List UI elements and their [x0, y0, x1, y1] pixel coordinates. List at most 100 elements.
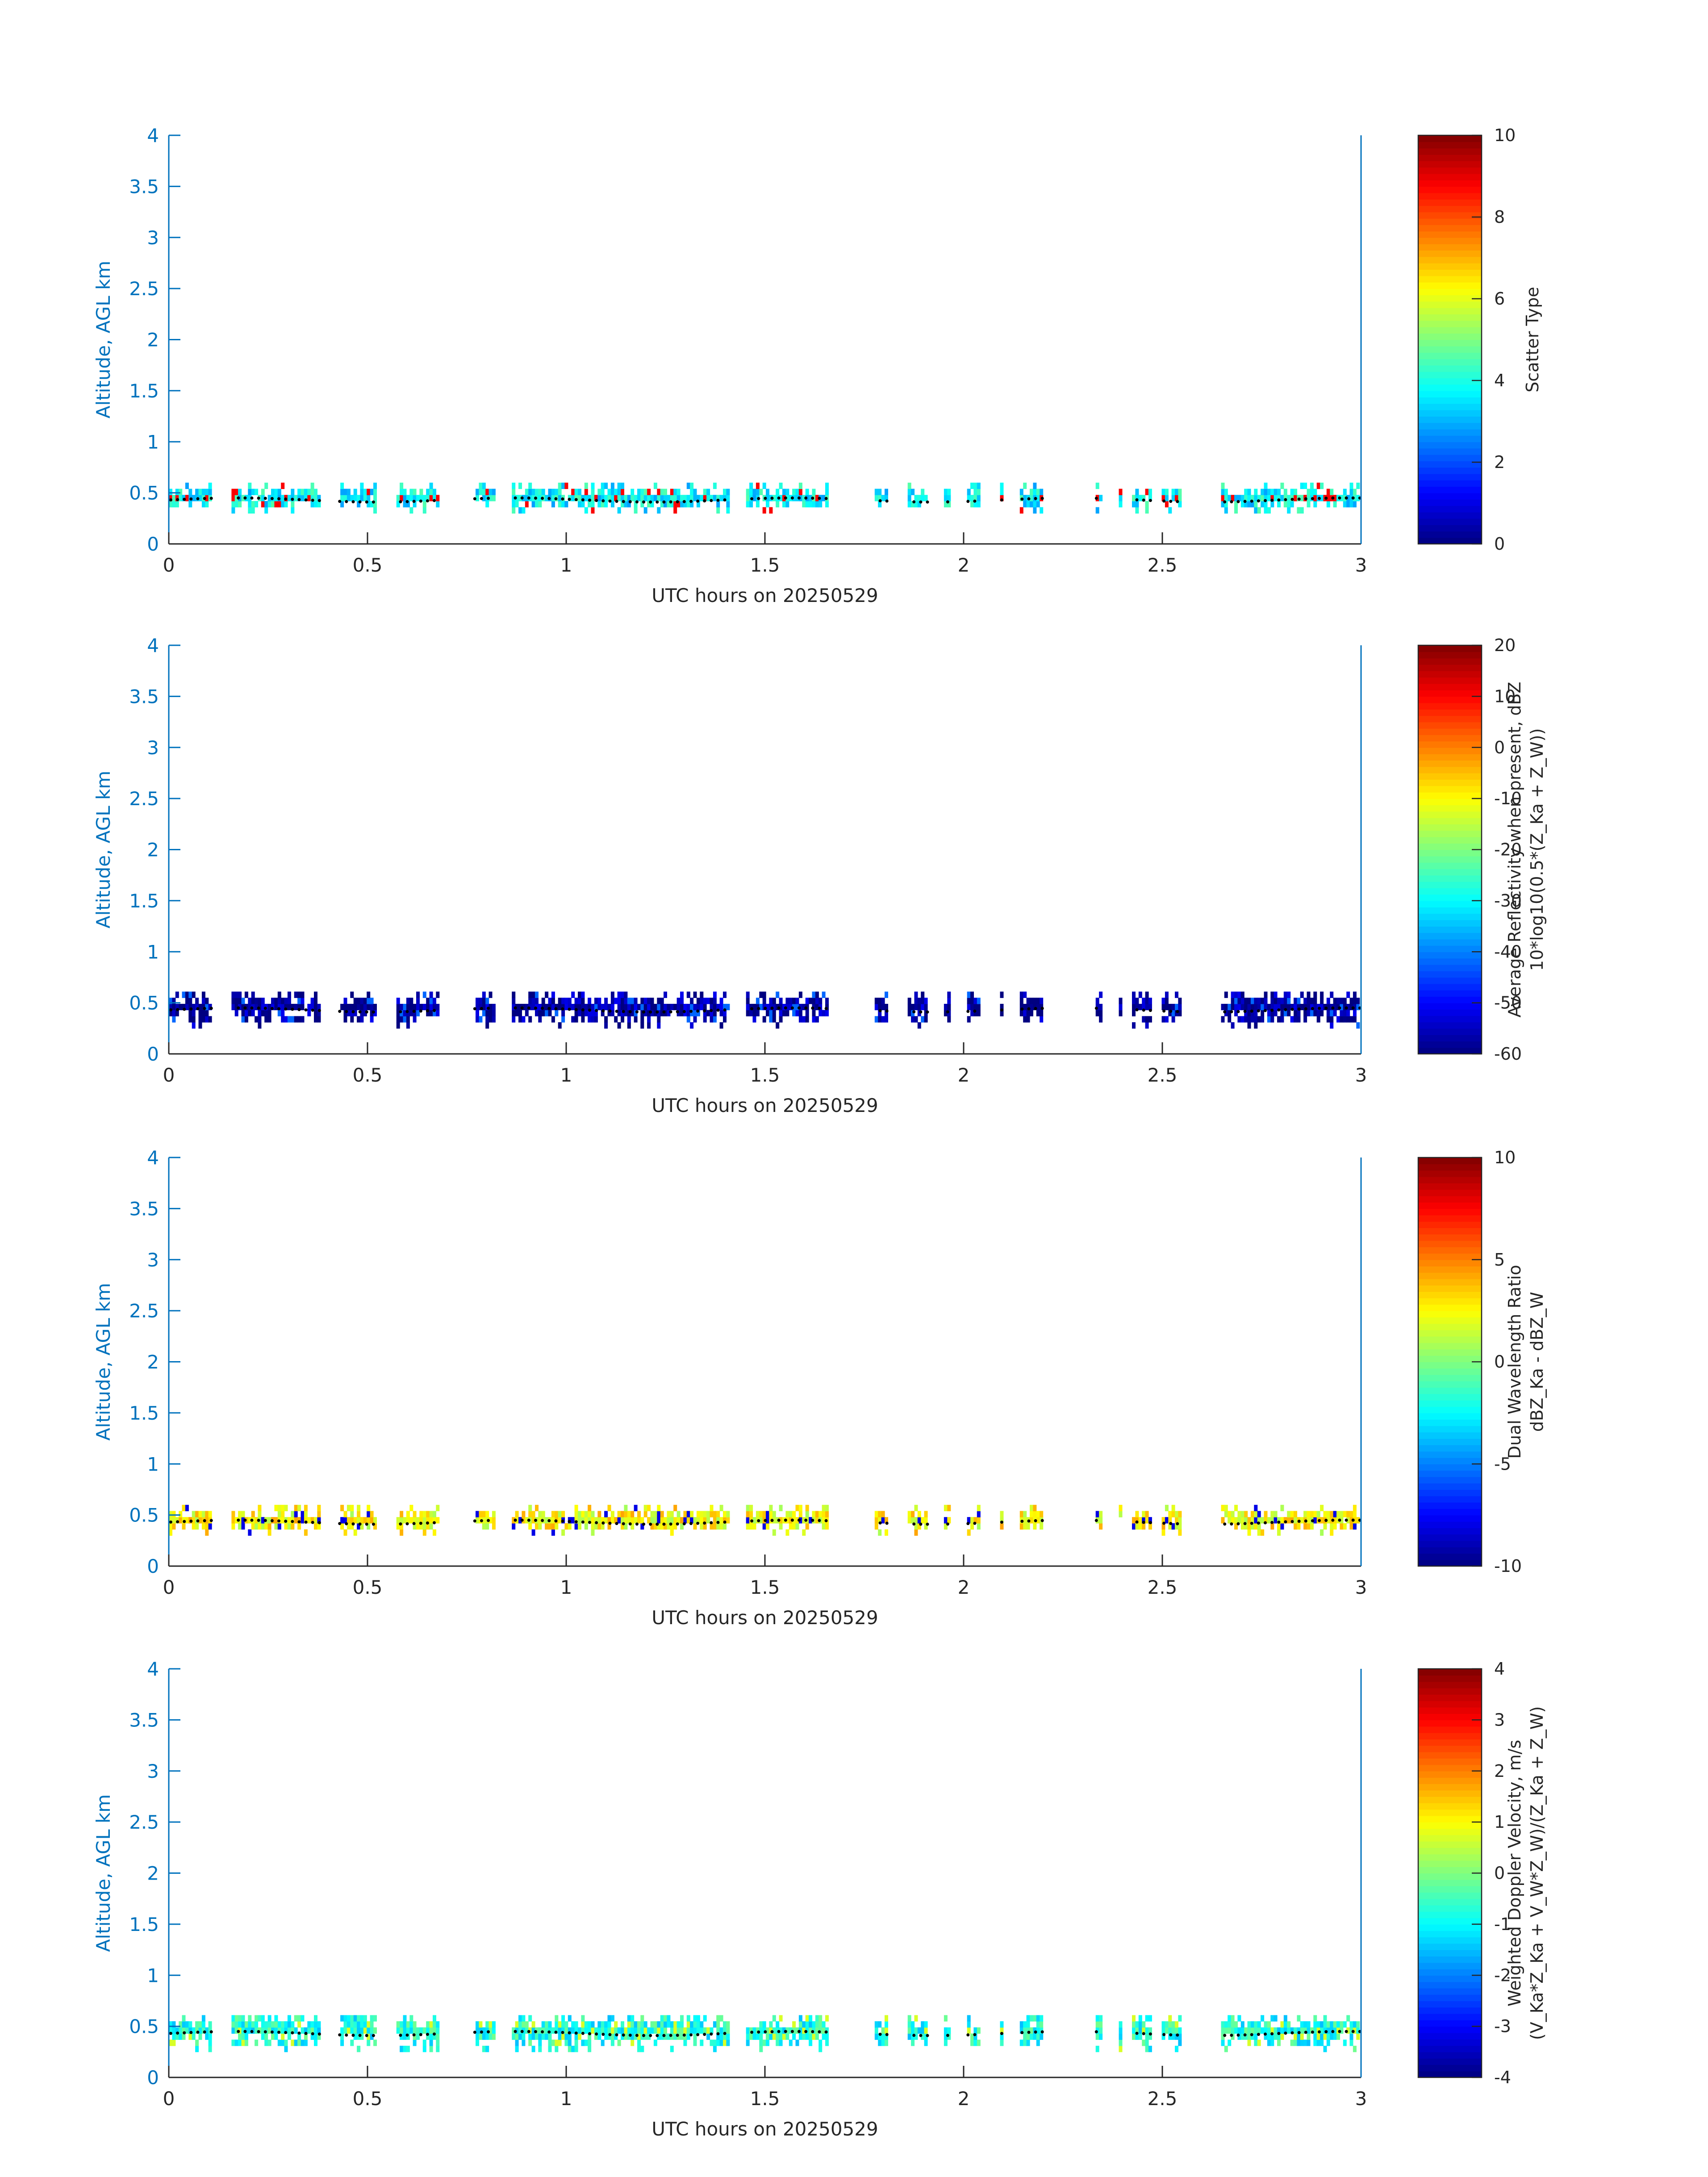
heatmap-cell	[650, 1010, 654, 1016]
heatmap-cell	[1019, 1523, 1023, 1530]
retrieval-marker	[770, 497, 774, 500]
heatmap-cell	[667, 1511, 671, 1517]
retrieval-marker	[1094, 1519, 1098, 1522]
heatmap-cell	[885, 991, 888, 998]
heatmap-cell	[479, 998, 483, 1004]
heatmap-cell	[581, 495, 585, 501]
heatmap-cell	[281, 2039, 285, 2046]
colorbar-swatch	[1418, 1035, 1482, 1042]
heatmap-cell	[874, 495, 878, 501]
x-tick-label: 0.5	[353, 1064, 383, 1086]
heatmap-cell	[653, 2027, 657, 2034]
heatmap-cell	[406, 1003, 410, 1011]
colorbar-swatch	[1418, 1381, 1482, 1388]
heatmap-cell	[172, 1511, 176, 1517]
heatmap-cell	[746, 1511, 750, 1517]
heatmap-cell	[564, 482, 568, 489]
retrieval-marker	[723, 498, 727, 501]
retrieval-marker	[1243, 2033, 1247, 2037]
heatmap-cell	[350, 1517, 354, 1524]
heatmap-cell	[261, 495, 265, 501]
heatmap-cell	[353, 489, 357, 495]
heatmap-cell	[343, 489, 347, 495]
heatmap-cell	[914, 2033, 918, 2040]
heatmap-cell	[643, 998, 647, 1004]
heatmap-cell	[819, 2015, 823, 2022]
heatmap-cell	[759, 2046, 763, 2052]
heatmap-cell	[664, 991, 667, 998]
heatmap-cell	[205, 998, 209, 1004]
heatmap-cell	[713, 482, 717, 489]
heatmap-cell	[634, 1504, 638, 1512]
colorbar-swatch	[1418, 919, 1482, 927]
heatmap-cell	[1132, 1010, 1136, 1016]
heatmap-cell	[805, 501, 809, 508]
heatmap-cell	[1274, 495, 1278, 501]
heatmap-cell	[591, 1511, 595, 1517]
heatmap-cell	[1333, 1511, 1337, 1517]
heatmap-cell	[307, 2021, 311, 2028]
heatmap-cell	[973, 2033, 977, 2040]
heatmap-cell	[1138, 1517, 1142, 1524]
colorbar-tick-label: 0	[1494, 1864, 1505, 1883]
heatmap-cell	[512, 495, 516, 501]
heatmap-cell	[798, 1016, 802, 1023]
heatmap-cell	[637, 2033, 641, 2040]
heatmap-cell	[1033, 2015, 1037, 2022]
colorbar-swatch	[1418, 1745, 1482, 1752]
heatmap-cell	[558, 2039, 562, 2046]
colorbar-swatch	[1418, 824, 1482, 831]
heatmap-cell	[343, 495, 347, 501]
heatmap-cell	[1270, 1016, 1274, 1023]
colorbar-swatch	[1418, 1285, 1482, 1292]
heatmap-cell	[525, 495, 529, 501]
heatmap-cell	[578, 501, 581, 508]
heatmap-cell	[1033, 1523, 1037, 1530]
heatmap-cell	[518, 2033, 522, 2040]
heatmap-cell	[719, 998, 723, 1004]
heatmap-cell	[172, 1523, 176, 1530]
heatmap-cell	[244, 2021, 248, 2028]
heatmap-cell	[492, 1517, 496, 1524]
heatmap-cell	[400, 1016, 404, 1023]
heatmap-cell	[353, 495, 357, 501]
heatmap-cell	[1095, 1010, 1099, 1016]
heatmap-cell	[258, 1504, 262, 1512]
heatmap-cell	[1330, 1010, 1334, 1016]
heatmap-cell	[881, 1517, 885, 1524]
heatmap-cell	[660, 2027, 664, 2034]
retrieval-marker	[250, 2030, 254, 2033]
heatmap-cell	[1142, 2021, 1146, 2028]
heatmap-cell	[588, 495, 592, 501]
heatmap-cell	[367, 1511, 371, 1517]
heatmap-cell	[1019, 991, 1023, 998]
heatmap-cell	[1261, 1517, 1265, 1524]
heatmap-cell	[878, 1016, 882, 1023]
heatmap-cell	[924, 2033, 928, 2040]
heatmap-cell	[680, 2033, 684, 2040]
heatmap-cell	[195, 1511, 199, 1517]
retrieval-marker	[183, 2031, 186, 2035]
heatmap-cell	[169, 1511, 172, 1517]
colorbar-swatch	[1418, 766, 1482, 773]
heatmap-cell	[1095, 2033, 1099, 2040]
heatmap-cell	[400, 2033, 404, 2040]
heatmap-cell	[201, 1010, 205, 1016]
heatmap-cell	[776, 2021, 780, 2028]
heatmap-cell	[489, 1010, 493, 1016]
heatmap-cell	[967, 2015, 971, 2022]
heatmap-cell	[1132, 2033, 1136, 2040]
retrieval-marker	[662, 2034, 666, 2037]
heatmap-cell	[1349, 2021, 1353, 2028]
heatmap-cell	[703, 1010, 707, 1016]
retrieval-marker	[358, 500, 362, 504]
heatmap-cell	[1307, 998, 1311, 1004]
heatmap-cell	[234, 501, 238, 508]
heatmap-cell	[881, 1003, 885, 1011]
heatmap-cell	[643, 2027, 647, 2034]
heatmap-cell	[274, 1504, 278, 1512]
heatmap-cell	[1326, 489, 1330, 495]
heatmap-cell	[258, 1016, 262, 1023]
heatmap-cell	[489, 495, 493, 501]
heatmap-cell	[1313, 1517, 1317, 1524]
